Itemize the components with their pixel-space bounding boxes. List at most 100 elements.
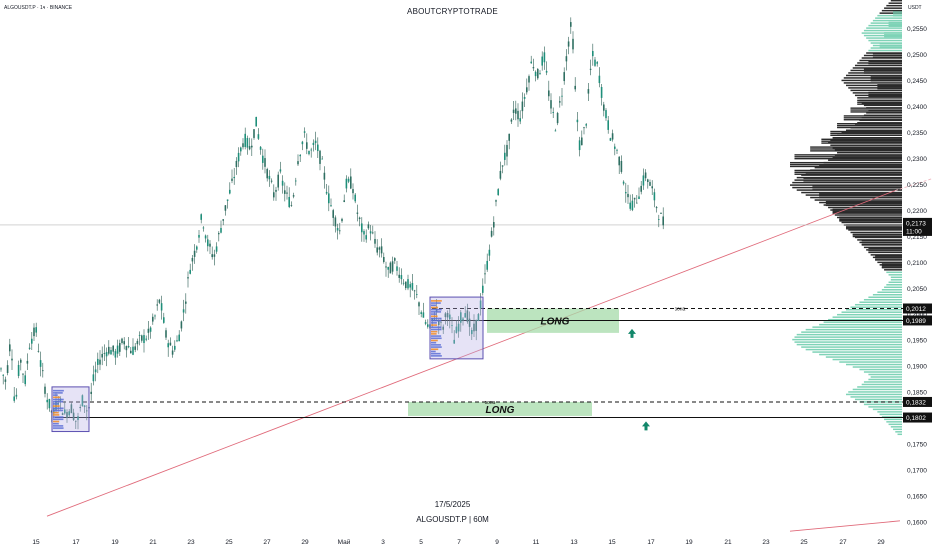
profile-bar — [888, 25, 902, 27]
profile-bar — [863, 298, 902, 301]
candle-body — [499, 170, 502, 179]
price-tick-label: 0,1950 — [907, 338, 927, 345]
profile-bar — [893, 13, 902, 15]
profile-bar — [852, 366, 902, 368]
profile-bar — [832, 156, 902, 159]
candle-body — [460, 312, 462, 323]
candle-body — [554, 130, 557, 132]
profile-bar — [895, 431, 902, 433]
candle-body — [323, 172, 326, 180]
candle-body — [314, 140, 317, 144]
candle-body — [138, 335, 141, 336]
candle-body — [299, 154, 301, 157]
box-profile-bar — [53, 403, 59, 405]
candle-body — [424, 322, 427, 324]
candle-body — [418, 302, 420, 307]
candle-body — [528, 76, 530, 83]
profile-bar — [801, 346, 902, 348]
candle-body — [413, 290, 416, 292]
profile-bar — [859, 368, 902, 371]
profile-bar — [863, 104, 902, 107]
candle-body — [134, 346, 136, 350]
candle-body — [103, 353, 106, 354]
long-label: LONG — [541, 317, 570, 328]
time-axis[interactable]: 15 17 19 21 23 25 27 29 Май 3 5 7 9 11 13 15 17 19 21 23 25 2… — [32, 538, 885, 546]
candle-body — [411, 282, 414, 290]
candle-body — [37, 350, 40, 352]
candle-body — [246, 138, 249, 148]
box-profile-bar — [53, 411, 59, 414]
profile-bar — [825, 356, 902, 358]
profile-bar — [872, 54, 902, 57]
profile-bar — [884, 286, 902, 289]
box-profile-bar — [431, 300, 442, 302]
profile-bar — [830, 139, 902, 141]
candle-body — [48, 398, 51, 409]
profile-bar — [875, 255, 902, 257]
time-tick-label: 27 — [263, 539, 271, 546]
candle-body — [97, 358, 99, 365]
profile-bar — [868, 49, 902, 52]
candle-body — [90, 391, 92, 395]
long-zone-rect — [408, 401, 592, 416]
candle-body — [46, 399, 48, 403]
profile-bar — [886, 284, 902, 286]
profile-bar — [821, 142, 902, 144]
candle-body — [26, 360, 29, 364]
candle-body — [479, 300, 482, 309]
candle-body — [354, 194, 356, 202]
candle-body — [565, 56, 568, 62]
candle-body — [229, 189, 231, 194]
time-tick-label: 29 — [301, 539, 309, 546]
candle-body — [343, 200, 345, 203]
candle-body — [583, 127, 585, 129]
time-tick-label: 19 — [685, 539, 693, 546]
profile-bar — [868, 95, 902, 98]
price-axis[interactable]: 0,2550 0,2500 0,2450 0,2400 0,2350 0,2300 0,22… — [903, 26, 932, 526]
long-arrow-icon — [642, 421, 650, 431]
level-tag-label: 0,2012 — [906, 306, 926, 313]
candle-body — [284, 190, 286, 194]
profile-bar — [870, 47, 902, 49]
profile-bar — [861, 241, 902, 244]
profile-bar — [877, 85, 902, 88]
candle-body — [64, 409, 66, 414]
candle-body — [11, 358, 13, 361]
profile-bar — [794, 341, 902, 343]
zone-label: зона — [675, 306, 686, 312]
candle-body — [534, 71, 537, 77]
profile-bar — [810, 150, 902, 152]
profile-bar — [852, 233, 902, 236]
candle-body — [167, 343, 169, 348]
box-profile-bar — [431, 344, 441, 346]
candle-body — [449, 314, 451, 320]
candle-body — [453, 339, 455, 344]
candle-body — [559, 101, 561, 103]
candle-body — [68, 411, 70, 416]
candle-body — [539, 73, 541, 75]
profile-bar — [872, 408, 902, 411]
box-profile-bar — [53, 420, 60, 423]
profile-bar — [812, 185, 902, 187]
candle-body — [589, 68, 592, 70]
footer-ticker: ALGOUSDT.P | 60M — [416, 515, 489, 524]
candle-body — [86, 410, 88, 412]
candle-body — [215, 246, 218, 252]
box-profile-bar — [53, 427, 64, 429]
profile-bar — [801, 191, 902, 194]
zone-label: зона — [485, 400, 496, 406]
candle-body — [235, 160, 238, 168]
brand-watermark: ABOUTCRYPTOTRADE — [407, 7, 498, 16]
candle-body — [552, 112, 554, 114]
candle-body — [603, 104, 605, 111]
candle-body — [640, 185, 642, 192]
profile-bar — [877, 291, 902, 294]
profile-bar — [879, 413, 902, 416]
profile-bar — [810, 148, 902, 150]
candle-body — [387, 267, 389, 270]
candle-body — [457, 323, 460, 332]
candle-body — [231, 178, 233, 181]
time-tick-label: 25 — [225, 539, 233, 546]
profile-bar — [872, 56, 902, 59]
